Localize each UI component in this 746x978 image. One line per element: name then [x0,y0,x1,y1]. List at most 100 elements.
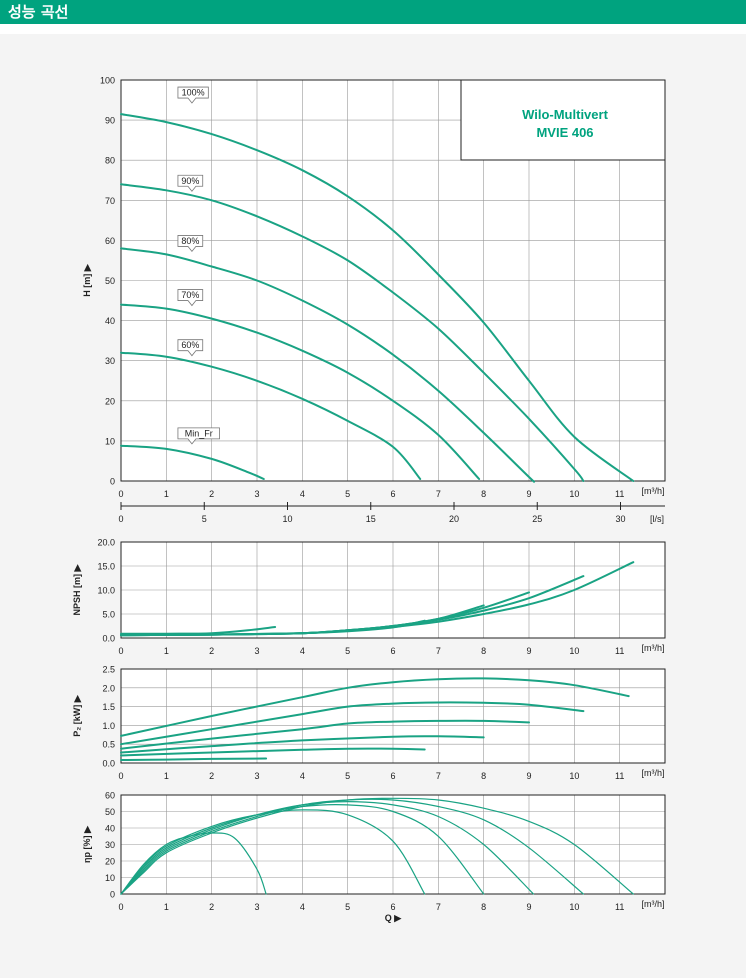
secondary-tick-label: 5 [202,514,207,524]
x-tick-label: 11 [615,771,624,781]
y-axis-label: H [m] ▶ [82,263,92,296]
series-callout [177,86,209,104]
x-tick-label: 3 [254,902,259,912]
series-label: 80% [181,236,199,246]
y-tick-label: 100 [100,76,115,86]
x-tick-label: 0 [118,902,123,912]
y-tick-label: 50 [105,276,115,286]
x-tick-label: 0 [118,489,123,499]
x-tick-label: 7 [436,771,441,781]
x-tick-label: 0 [118,646,123,656]
plot-frame [120,541,666,639]
series-label: 70% [181,290,199,300]
x-tick-label: 9 [526,902,531,912]
series-line-power-0 [120,757,268,761]
y-tick-label: 90 [105,116,115,126]
series-line-npsh-0 [120,626,277,635]
section-header: 성능 곡선 [0,0,746,24]
x-tick-label: 7 [436,646,441,656]
y-tick-label: 0.5 [102,740,115,750]
x-tick-label: 4 [300,646,305,656]
plot-frame [120,794,666,895]
x-tick-label: 1 [164,771,169,781]
y-tick-label: 60 [105,791,115,801]
x-tick-label: 8 [481,902,486,912]
y-tick-label: 70 [105,196,115,206]
x-tick-label: 5 [345,771,350,781]
x-tick-label: 1 [164,489,169,499]
x-tick-label: 2 [209,902,214,912]
x-tick-label: 8 [481,489,486,499]
x-tick-label: 4 [300,902,305,912]
series-line-power-5 [120,677,630,737]
series-line-power-4 [120,701,585,746]
x-tick-label: 6 [390,771,395,781]
x-tick-label: 6 [390,489,395,499]
series-label: 100% [182,88,205,98]
x-tick-label: 5 [345,902,350,912]
x-tick-label: 4 [300,489,305,499]
x-tick-label: 3 [254,646,259,656]
series-line-head-1 [120,183,585,482]
x-tick-label: 11 [615,902,624,912]
y-tick-label: 0 [110,477,115,487]
series-callout [177,289,204,307]
plot-frame [120,668,666,764]
x-tick-label: 4 [300,771,305,781]
x-tick-label: 2 [209,489,214,499]
y-tick-label: 80 [105,156,115,166]
chart-efficiency: 0 10 20 30 40 50 60 0 1 2 3 4 5 6 7 8 9 10 11 [m³/h] ηp [%] … [82,791,666,923]
secondary-tick-label: 30 [615,514,625,524]
x-tick-label: 11 [615,646,624,656]
y-tick-label: 20 [105,396,115,406]
series-line-head-4 [120,351,422,480]
x-tick-label: 5 [345,646,350,656]
series-line-power-3 [120,719,530,750]
x-tick-label: 5 [345,489,350,499]
series-line-head-3 [120,303,481,480]
series-callout [177,427,220,445]
y-tick-label: 2.5 [102,665,115,675]
series-line-npsh-5 [120,561,635,637]
secondary-tick-label: 0 [118,514,123,524]
y-tick-label: 20 [105,857,115,867]
y-tick-label: 1.0 [102,721,115,731]
series-line-head-0 [120,113,635,482]
chart-power: 0.0 0.5 1.0 1.5 2.0 2.5 0 1 2 3 4 5 6 7 8 9 10 11 [m³/h] P₂… [72,665,666,781]
series-line-head-2 [120,247,536,483]
secondary-tick-label: 10 [282,514,292,524]
series-line-efficiency-4 [120,798,584,895]
section-title: 성능 곡선 [8,3,69,21]
chart-title: Wilo-Multivert [522,107,608,122]
chart-npsh: 0.0 5.0 10.0 15.0 20.0 0 1 2 3 4 5 6 7 8 9 10 11 [m³/h] NP… [72,538,666,656]
y-tick-label: 60 [105,236,115,246]
y-tick-label: 10.0 [97,586,115,596]
y-tick-label: 30 [105,356,115,366]
series-callout [177,235,204,253]
series-line-efficiency-5 [120,797,634,895]
secondary-unit-label: [l/s] [650,514,664,524]
secondary-tick-label: 15 [366,514,376,524]
x-unit-label: [m³/h] [641,486,664,496]
y-tick-label: 10 [105,873,115,883]
x-axis-name: Q ▶ [385,913,403,923]
x-tick-label: 10 [569,771,579,781]
y-tick-label: 5.0 [102,610,115,620]
x-tick-label: 7 [436,489,441,499]
x-tick-label: 2 [209,646,214,656]
y-tick-label: 40 [105,316,115,326]
series-label: 90% [181,176,199,186]
x-tick-label: 3 [254,771,259,781]
series-label: 60% [181,340,199,350]
x-tick-label: 9 [526,646,531,656]
secondary-tick-label: 20 [449,514,459,524]
y-tick-label: 50 [105,807,115,817]
x-tick-label: 7 [436,902,441,912]
series-line-power-2 [120,735,485,754]
x-unit-label: [m³/h] [641,643,664,653]
y-tick-label: 40 [105,824,115,834]
y-axis-label: P₂ [kW] ▶ [72,694,82,736]
x-tick-label: 9 [526,771,531,781]
y-tick-label: 20.0 [97,538,115,548]
x-tick-label: 10 [569,902,579,912]
